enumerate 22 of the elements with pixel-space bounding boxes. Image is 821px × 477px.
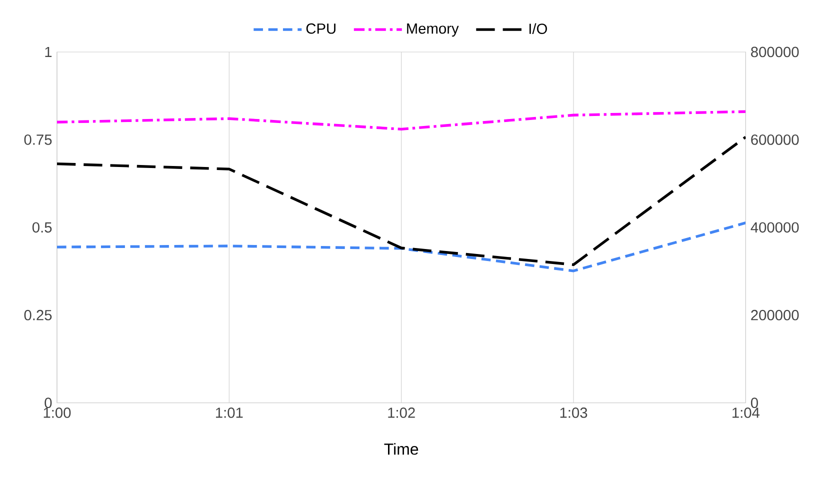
y2-tick-label: 400000 (750, 222, 799, 233)
y-tick-label: 0.5 (32, 222, 52, 233)
x-tick-label: 1:03 (560, 407, 588, 418)
x-tick-label: 1:00 (44, 407, 71, 418)
y-tick-label: 0 (44, 398, 52, 408)
legend-label: CPU (306, 23, 336, 34)
legend-label: I/O (529, 23, 547, 34)
legend-label: Memory (407, 23, 459, 37)
y2-tick-label: 0 (750, 398, 758, 408)
x-tick-label: 1:01 (216, 407, 243, 418)
y-tick-label: 0.25 (24, 310, 52, 320)
y-tick-label: 0.75 (24, 134, 52, 145)
line-series (56, 110, 746, 130)
line-series (56, 136, 746, 266)
x-axis-title: Time (384, 443, 418, 455)
y2-tick-label: 600000 (751, 134, 799, 145)
line-series (56, 221, 746, 272)
y2-tick-label: 800000 (751, 46, 799, 58)
y-tick-label: 1 (45, 46, 52, 57)
x-tick-label: 1:02 (388, 407, 415, 418)
x-tick-label: 1:04 (732, 407, 760, 418)
y2-tick-label: 200000 (751, 310, 799, 320)
